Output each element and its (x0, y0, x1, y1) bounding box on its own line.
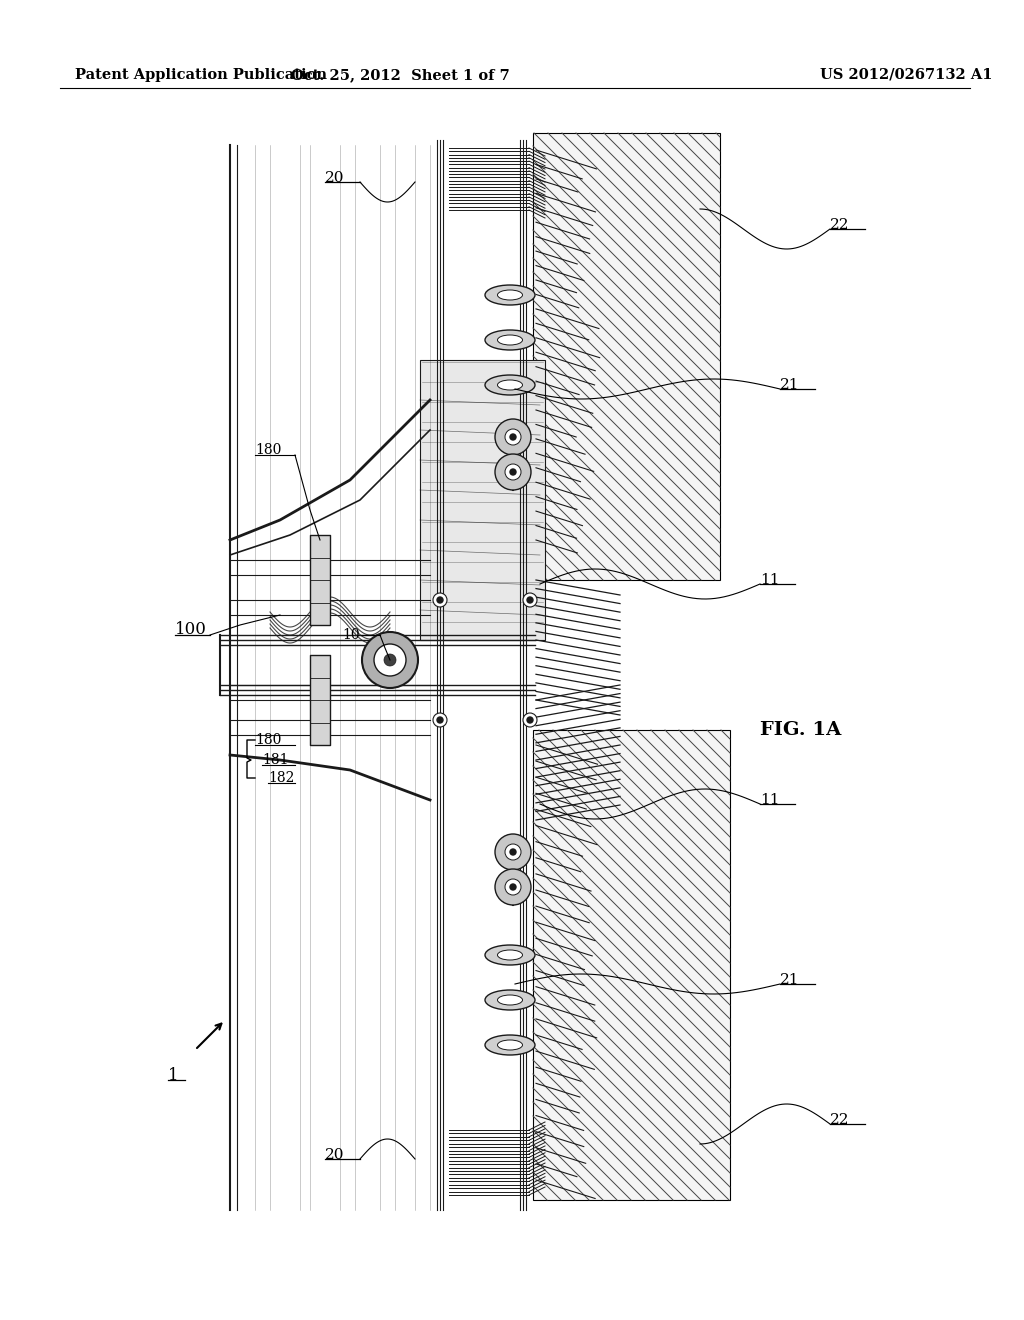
Text: Oct. 25, 2012  Sheet 1 of 7: Oct. 25, 2012 Sheet 1 of 7 (291, 69, 509, 82)
Ellipse shape (485, 330, 535, 350)
Circle shape (495, 454, 531, 490)
Ellipse shape (498, 1040, 522, 1049)
Bar (310, 535, 330, 624)
Bar (310, 655, 330, 744)
Text: 180: 180 (255, 733, 282, 747)
Circle shape (505, 843, 521, 861)
Text: 180: 180 (255, 444, 282, 457)
Circle shape (505, 465, 521, 480)
Text: 20: 20 (325, 172, 344, 185)
Text: 182: 182 (268, 771, 294, 785)
Circle shape (437, 597, 443, 603)
Circle shape (510, 884, 516, 890)
Circle shape (510, 849, 516, 855)
Ellipse shape (498, 335, 522, 345)
Text: US 2012/0267132 A1: US 2012/0267132 A1 (820, 69, 992, 82)
Circle shape (495, 834, 531, 870)
Text: 100: 100 (175, 622, 207, 639)
Circle shape (362, 632, 418, 688)
Ellipse shape (498, 995, 522, 1005)
Text: 21: 21 (780, 973, 800, 987)
Text: Patent Application Publication: Patent Application Publication (75, 69, 327, 82)
Circle shape (495, 418, 531, 455)
Text: 22: 22 (830, 218, 850, 232)
Bar (420, 360, 545, 640)
Circle shape (510, 434, 516, 440)
Text: 21: 21 (780, 378, 800, 392)
Circle shape (384, 653, 396, 667)
Text: FIG. 1A: FIG. 1A (760, 721, 842, 739)
Text: 11: 11 (760, 573, 779, 587)
Circle shape (505, 429, 521, 445)
Circle shape (437, 717, 443, 723)
Circle shape (527, 597, 534, 603)
Circle shape (433, 713, 447, 727)
Text: 181: 181 (262, 752, 289, 767)
Circle shape (374, 644, 406, 676)
Circle shape (433, 593, 447, 607)
Ellipse shape (498, 950, 522, 960)
Circle shape (510, 469, 516, 475)
Circle shape (505, 879, 521, 895)
Circle shape (527, 717, 534, 723)
Ellipse shape (485, 945, 535, 965)
Ellipse shape (485, 285, 535, 305)
Circle shape (523, 713, 537, 727)
Ellipse shape (485, 990, 535, 1010)
Text: 10: 10 (342, 628, 360, 642)
Text: 1: 1 (168, 1067, 178, 1084)
Text: 20: 20 (325, 1148, 344, 1162)
Text: 22: 22 (830, 1113, 850, 1127)
Text: 11: 11 (760, 793, 779, 807)
Ellipse shape (485, 375, 535, 395)
Bar (534, 730, 730, 1200)
Ellipse shape (485, 1035, 535, 1055)
Circle shape (523, 593, 537, 607)
Ellipse shape (498, 380, 522, 389)
Bar (534, 133, 720, 579)
Circle shape (495, 869, 531, 906)
Ellipse shape (498, 290, 522, 300)
